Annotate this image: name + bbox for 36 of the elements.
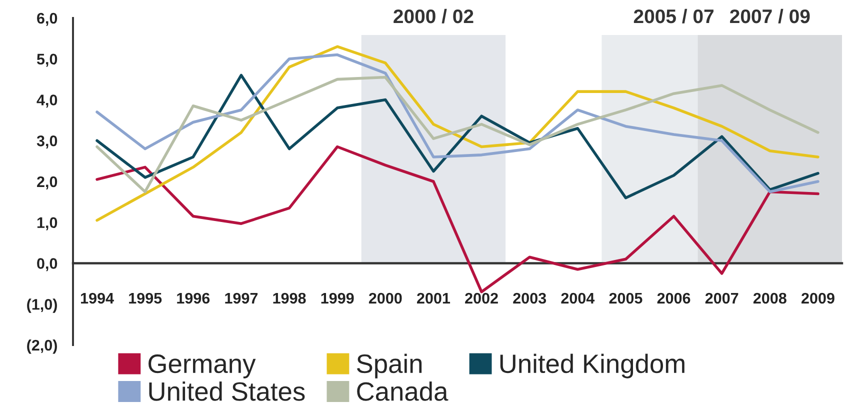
y-tick-label: (2,0) [27, 339, 57, 354]
y-tick-label: 2,0 [37, 176, 58, 190]
y-tick-label: 3,0 [36, 135, 58, 149]
x-tick-label: 2004 [561, 292, 595, 304]
x-tick-label: 2009 [802, 292, 834, 304]
x-tick-label: 1999 [321, 292, 354, 304]
x-tick-label: 1994 [81, 292, 114, 304]
x-tick-label: 2001 [417, 292, 450, 304]
y-tick-label: 0,0 [37, 258, 58, 272]
legend-label: Spain [356, 354, 422, 378]
legend-label: Canada [357, 382, 448, 401]
x-tick-label: 2000 [368, 292, 402, 304]
x-tick-label: 2008 [753, 292, 786, 304]
x-tick-label: 1995 [129, 292, 162, 304]
x-tick-label: 2005 [609, 292, 642, 304]
band-label: 2005 / 07 [634, 8, 714, 24]
line-series [96, 53, 820, 194]
y-tick-label: 6,0 [37, 12, 58, 26]
legend-label: United Kingdom [500, 354, 684, 378]
line-series [96, 145, 820, 294]
x-tick-label: 1998 [273, 292, 306, 304]
x-tick-label: 1996 [177, 292, 210, 304]
legend-label: Germany [148, 354, 256, 378]
y-tick-label: (1,0) [27, 298, 57, 313]
x-tick-label: 2007 [705, 292, 738, 304]
band-label: 2007 / 09 [730, 8, 810, 24]
y-tick-label: 5,0 [36, 54, 58, 67]
y-tick-label: 1,0 [37, 217, 58, 230]
band-label: 2000 / 02 [394, 8, 474, 24]
x-tick-label: 1997 [225, 292, 258, 304]
x-tick-label: 2002 [465, 292, 498, 304]
x-tick-label: 2003 [513, 292, 546, 304]
legend-label: United States [149, 382, 305, 401]
y-tick-label: 4,0 [36, 94, 58, 108]
x-tick-label: 2006 [657, 292, 690, 304]
line-series [96, 45, 820, 222]
